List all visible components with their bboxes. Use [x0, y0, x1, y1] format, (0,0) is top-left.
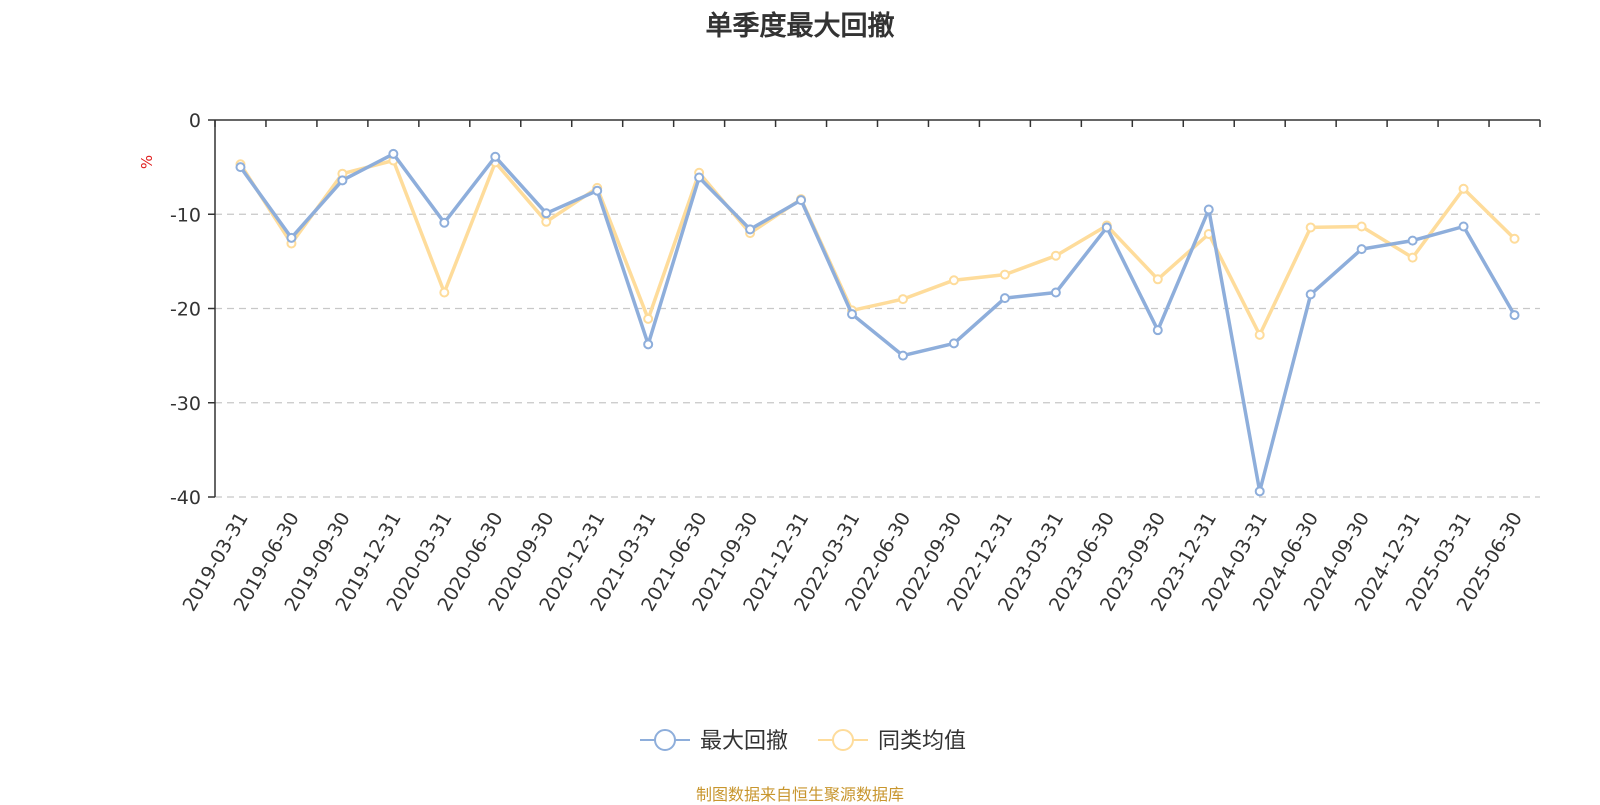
data-point[interactable]	[490, 151, 501, 162]
series-line	[238, 158, 1517, 337]
legend-label: 同类均值	[878, 729, 966, 754]
data-point[interactable]	[439, 217, 450, 228]
y-axis-unit-label: %	[138, 155, 156, 169]
y-tick-label: -30	[170, 393, 201, 415]
legend-item[interactable]: 最大回撤	[640, 729, 788, 754]
data-point[interactable]	[948, 275, 959, 286]
data-point[interactable]	[796, 195, 807, 206]
data-point[interactable]	[847, 309, 858, 320]
series-lines	[235, 148, 1520, 497]
source-note: 制图数据来自恒生聚源数据库	[695, 785, 904, 804]
data-point[interactable]	[541, 208, 552, 219]
data-point[interactable]	[1509, 233, 1520, 244]
y-tick-label: -40	[170, 487, 201, 509]
data-point[interactable]	[1458, 183, 1469, 194]
data-point[interactable]	[1203, 204, 1214, 215]
data-point[interactable]	[1305, 222, 1316, 233]
data-point[interactable]	[1254, 329, 1265, 340]
data-point[interactable]	[1458, 221, 1469, 232]
y-tick-label: 0	[189, 110, 201, 132]
data-point[interactable]	[1407, 252, 1418, 263]
legend-marker-icon	[654, 729, 676, 751]
series-line	[238, 152, 1517, 494]
data-point[interactable]	[999, 293, 1010, 304]
data-point[interactable]	[592, 185, 603, 196]
data-point[interactable]	[897, 350, 908, 361]
data-point[interactable]	[337, 175, 348, 186]
data-point[interactable]	[1356, 221, 1367, 232]
x-tick-labels: 2019-03-312019-06-302019-09-302019-12-31…	[179, 508, 1527, 615]
data-point[interactable]	[897, 294, 908, 305]
data-point[interactable]	[1050, 250, 1061, 261]
legend-label: 最大回撤	[700, 729, 788, 754]
data-point[interactable]	[643, 339, 654, 350]
data-point[interactable]	[1407, 235, 1418, 246]
data-point[interactable]	[1509, 310, 1520, 321]
series-group	[235, 155, 1520, 340]
data-point[interactable]	[1152, 274, 1163, 285]
y-tick-labels: 0 -10 -20 -30 -40	[170, 110, 201, 509]
data-point[interactable]	[1050, 287, 1061, 298]
data-point[interactable]	[1152, 325, 1163, 336]
grid-lines	[215, 213, 1540, 498]
data-point[interactable]	[439, 287, 450, 298]
data-point[interactable]	[694, 172, 705, 183]
data-point[interactable]	[1101, 222, 1112, 233]
legend[interactable]: 最大回撤 同类均值	[640, 729, 966, 754]
y-tick-label: -20	[170, 299, 201, 321]
data-point[interactable]	[235, 162, 246, 173]
series-group	[235, 148, 1520, 497]
data-point[interactable]	[388, 148, 399, 159]
data-point[interactable]	[745, 224, 756, 235]
data-point[interactable]	[1305, 289, 1316, 300]
data-point[interactable]	[643, 313, 654, 324]
data-point[interactable]	[286, 232, 297, 243]
data-point[interactable]	[1356, 244, 1367, 255]
legend-marker-icon	[832, 729, 854, 751]
data-point[interactable]	[948, 338, 959, 349]
axes	[208, 119, 1541, 498]
data-point[interactable]	[541, 216, 552, 227]
data-point[interactable]	[999, 269, 1010, 280]
data-point[interactable]	[1254, 486, 1265, 497]
legend-item[interactable]: 同类均值	[818, 729, 966, 754]
y-tick-label: -10	[170, 204, 201, 226]
chart-title: 单季度最大回撤	[705, 11, 895, 42]
